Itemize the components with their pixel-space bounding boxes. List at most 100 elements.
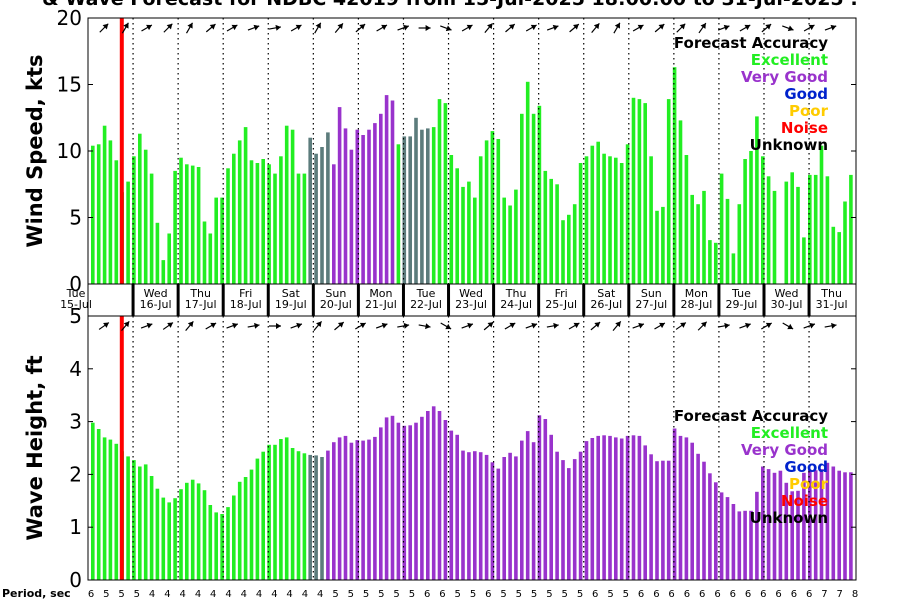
bar: [719, 173, 724, 284]
bar: [655, 461, 659, 580]
bar: [390, 100, 395, 284]
period-value: 5: [393, 589, 399, 600]
bar: [831, 226, 836, 284]
direction-arrow-icon: [397, 322, 410, 329]
direction-arrow-icon: [505, 23, 516, 33]
bar: [167, 233, 171, 284]
period-value: 4: [256, 589, 262, 600]
bar: [361, 135, 365, 284]
direction-arrow-icon: [355, 23, 366, 33]
bar: [143, 149, 148, 284]
bar: [179, 489, 183, 580]
period-value: 4: [164, 589, 170, 600]
bar: [355, 440, 360, 580]
bar: [261, 159, 265, 284]
bar: [672, 428, 677, 580]
bar: [220, 514, 224, 580]
bar: [578, 163, 583, 284]
bar: [520, 113, 524, 284]
direction-arrow-icon: [99, 23, 109, 33]
period-value: 5: [378, 589, 384, 600]
bar: [437, 411, 442, 580]
bar: [208, 505, 213, 580]
bar: [373, 123, 377, 284]
bar: [784, 482, 789, 580]
y-tick-label: 0: [69, 568, 82, 592]
bar: [520, 440, 524, 580]
period-value: 5: [577, 589, 583, 600]
bar: [725, 497, 730, 580]
direction-arrow-icon: [613, 22, 621, 34]
bar: [661, 460, 665, 580]
bar: [737, 511, 742, 580]
legend-title: Forecast Accuracy: [674, 34, 828, 52]
direction-arrow-icon: [334, 321, 345, 331]
day-of-week-label: Thu: [189, 287, 211, 300]
bar: [132, 460, 136, 580]
date-label: 16-Jul: [140, 298, 172, 311]
bar: [549, 434, 553, 580]
bar: [420, 416, 424, 580]
bar: [290, 448, 295, 580]
date-label: 29-Jul: [726, 298, 758, 311]
direction-arrow-icon: [803, 322, 816, 329]
direction-arrow-icon: [717, 24, 730, 31]
bar: [761, 156, 765, 284]
period-value: 6: [592, 589, 598, 600]
period-value: 5: [607, 589, 613, 600]
legend-entry: Unknown: [750, 136, 828, 154]
bar: [249, 469, 254, 580]
bar: [402, 425, 407, 580]
period-value: 6: [806, 589, 812, 600]
bar: [349, 149, 354, 284]
bar: [161, 497, 166, 580]
bar: [237, 481, 242, 580]
period-value: 6: [775, 589, 781, 600]
legend-entry: Poor: [789, 102, 829, 120]
bar: [202, 221, 207, 284]
bar: [461, 186, 465, 284]
direction-arrow-icon: [226, 322, 239, 329]
bar: [343, 435, 348, 580]
period-value: 7: [821, 589, 827, 600]
bar: [185, 164, 189, 284]
period-value: 4: [225, 589, 231, 600]
bar: [314, 455, 318, 580]
y-tick-label: 20: [57, 6, 82, 30]
direction-arrow-icon: [141, 24, 153, 32]
bar: [279, 439, 283, 580]
bar: [625, 144, 630, 284]
period-value: 6: [668, 589, 674, 600]
bar: [631, 97, 636, 284]
legend-entry: Poor: [789, 475, 829, 493]
period-value: 6: [745, 589, 751, 600]
wave-height-bars: [91, 406, 853, 580]
bar: [91, 145, 95, 284]
bar: [473, 451, 477, 580]
bar: [796, 186, 800, 284]
bar: [384, 95, 389, 284]
bar: [449, 155, 454, 284]
bar: [831, 466, 836, 580]
bar: [320, 147, 324, 284]
period-value: 6: [638, 589, 644, 600]
bar: [737, 204, 742, 284]
period-value: 6: [684, 589, 690, 600]
bar: [666, 460, 671, 580]
bar: [414, 422, 418, 580]
bar: [132, 156, 136, 284]
period-value: 5: [500, 589, 506, 600]
direction-arrow-icon: [483, 321, 494, 331]
period-value: 6: [485, 589, 491, 600]
bar: [531, 113, 536, 284]
direction-arrow-icon: [632, 322, 645, 329]
bar: [819, 145, 824, 284]
bar: [196, 167, 201, 284]
bar: [326, 132, 330, 284]
direction-arrow-icon: [268, 24, 282, 31]
period-value: 4: [302, 589, 308, 600]
direction-arrow-icon: [440, 322, 452, 330]
direction-arrow-icon: [461, 24, 473, 32]
period-value: 5: [332, 589, 338, 600]
